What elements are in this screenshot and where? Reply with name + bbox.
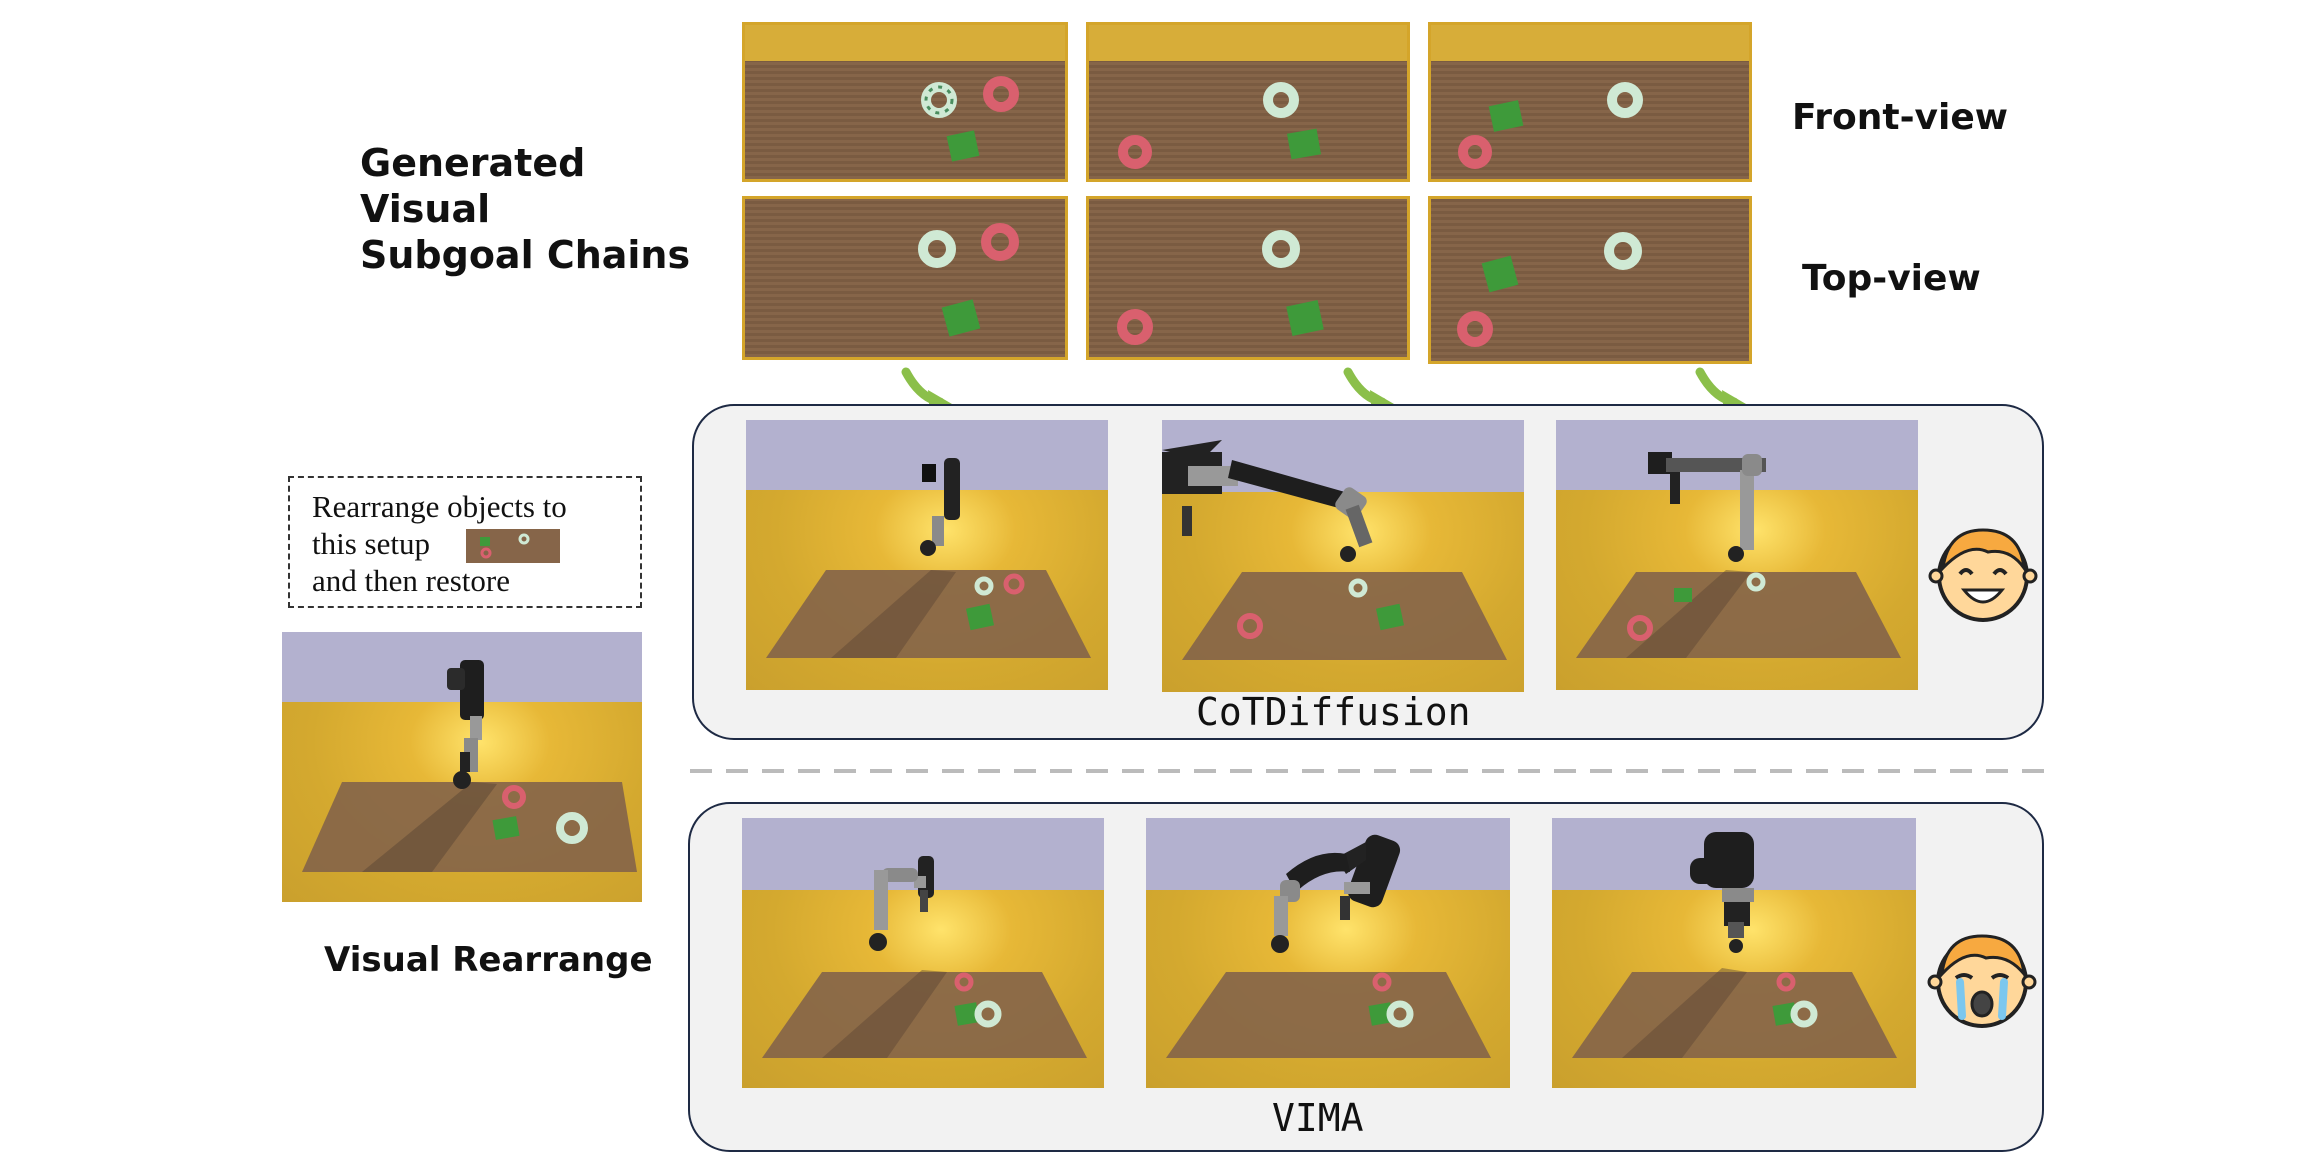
top-view-subgoal-3: [1428, 196, 1752, 364]
visual-rearrange-caption: Visual Rearrange: [324, 940, 653, 980]
cotdiffusion-frame-1: [746, 420, 1108, 690]
crying-face-icon: [1927, 934, 2037, 1028]
section-divider: [690, 769, 2045, 773]
vima-frame-1: [742, 818, 1104, 1088]
cotdiffusion-frame-2: [1162, 420, 1524, 692]
top-view-subgoal-2: [1086, 196, 1410, 360]
smiling-face-icon: [1928, 528, 2038, 622]
instruction-line-3: and then restore: [312, 563, 510, 598]
front-view-subgoal-3: [1428, 22, 1752, 182]
cotdiffusion-frame-3: [1556, 420, 1918, 690]
vima-frame-3: [1552, 818, 1916, 1088]
task-instruction-box: Rearrange objects to this setup and then…: [288, 476, 642, 608]
front-view-subgoal-1: [742, 22, 1068, 182]
subgoal-chains-title: Generated Visual Subgoal Chains: [360, 140, 720, 278]
vima-label: VIMA: [1272, 1096, 1364, 1140]
instruction-line-1: Rearrange objects to: [312, 489, 567, 524]
front-view-subgoal-2: [1086, 22, 1410, 182]
top-view-subgoal-1: [742, 196, 1068, 360]
cotdiffusion-label: CoTDiffusion: [1196, 690, 1471, 734]
goal-image-thumbnail: [466, 529, 560, 563]
instruction-line-2: this setup: [312, 526, 430, 561]
subgoal-arrows: [901, 367, 1746, 416]
title-line-2: Subgoal Chains: [360, 233, 691, 277]
initial-scene-image: [282, 632, 642, 902]
front-view-label: Front-view: [1792, 97, 2009, 138]
vima-frame-2: [1146, 818, 1510, 1088]
top-view-label: Top-view: [1802, 258, 1981, 299]
title-line-1: Generated Visual: [360, 141, 586, 231]
